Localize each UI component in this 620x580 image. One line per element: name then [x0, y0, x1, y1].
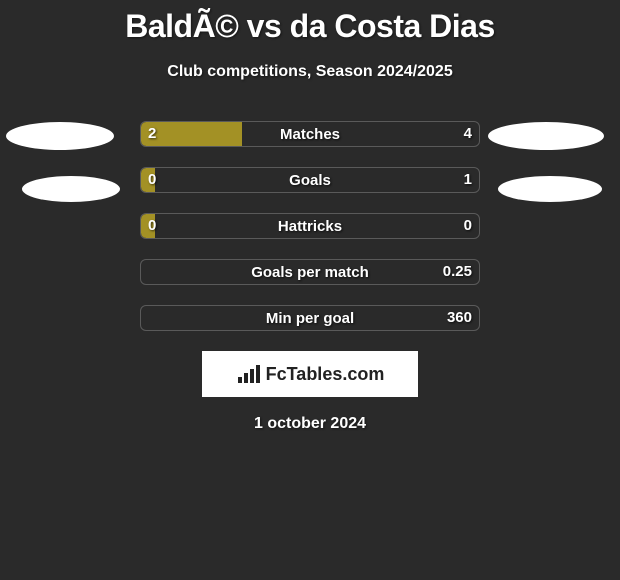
value-right: 4: [464, 121, 472, 147]
bar-chart-icon: [236, 363, 262, 385]
player-right-ellipse-2: [498, 176, 602, 202]
player-left-ellipse-1: [6, 122, 114, 150]
subtitle: Club competitions, Season 2024/2025: [0, 63, 620, 81]
bar-track: Matches: [140, 121, 480, 147]
stats-comparison-card: BaldÃ© vs da Costa Dias Club competition…: [0, 0, 620, 580]
stat-rows: Matches 2 4 Goals 0 1 Hattricks 0 0 Go: [0, 121, 620, 331]
stat-row-min-per-goal: Min per goal 360: [0, 305, 620, 331]
value-right: 360: [447, 305, 472, 331]
value-left: 0: [148, 167, 156, 193]
stat-row-goals-per-match: Goals per match 0.25: [0, 259, 620, 285]
bar-track: Goals: [140, 167, 480, 193]
player-left-ellipse-2: [22, 176, 120, 202]
bar-track: Min per goal: [140, 305, 480, 331]
bar-track: Goals per match: [140, 259, 480, 285]
value-left: 0: [148, 213, 156, 239]
value-right: 0: [464, 213, 472, 239]
stat-label: Hattricks: [141, 214, 479, 239]
player-right-ellipse-1: [488, 122, 604, 150]
value-right: 0.25: [443, 259, 472, 285]
bar-track: Hattricks: [140, 213, 480, 239]
brand-box: FcTables.com: [202, 351, 418, 397]
value-right: 1: [464, 167, 472, 193]
date-label: 1 october 2024: [0, 415, 620, 433]
stat-label: Goals: [141, 168, 479, 193]
value-left: 2: [148, 121, 156, 147]
page-title: BaldÃ© vs da Costa Dias: [0, 0, 620, 45]
stat-label: Goals per match: [141, 260, 479, 285]
stat-label: Min per goal: [141, 306, 479, 331]
stat-row-hattricks: Hattricks 0 0: [0, 213, 620, 239]
brand-text: FcTables.com: [266, 364, 385, 385]
